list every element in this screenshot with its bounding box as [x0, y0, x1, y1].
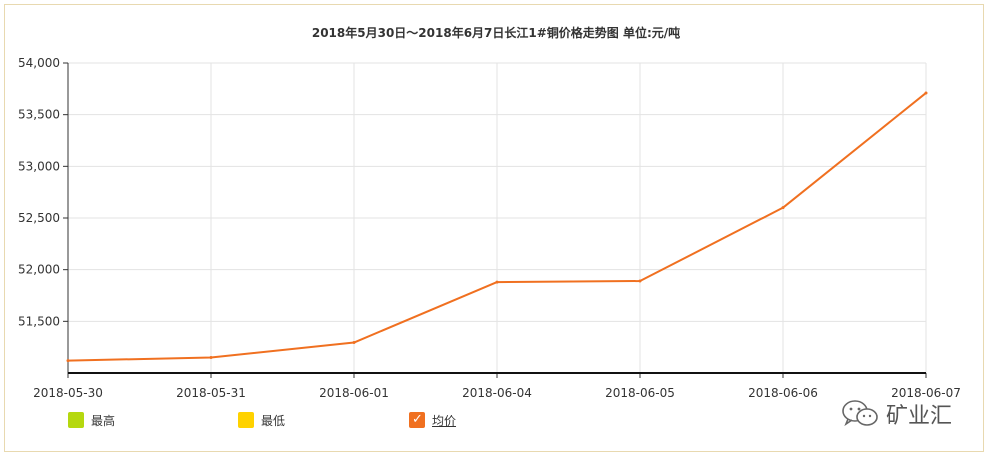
legend-item-avg[interactable]: ✓ 均价 — [409, 410, 456, 430]
wechat-icon — [842, 400, 878, 427]
watermark-text: 矿业汇 — [886, 404, 953, 429]
grid — [68, 62, 927, 373]
data-point — [66, 359, 70, 363]
legend-swatch-high — [68, 412, 84, 428]
legend-label-avg: 均价 — [432, 413, 457, 428]
tick-labels: 51,500 52,000 52,500 53,000 53,500 54,000 2018… — [18, 56, 961, 400]
chart-title: 2018年5月30日～2018年6月7日长江1#铜价格走势图 单位:元/吨 — [312, 25, 680, 40]
x-tick-label: 2018-06-01 — [319, 386, 389, 400]
legend-label-low: 最低 — [261, 413, 286, 428]
x-tick-label: 2018-06-07 — [891, 386, 961, 400]
x-tick-label: 2018-05-30 — [33, 386, 103, 400]
data-point — [638, 279, 642, 283]
check-icon: ✓ — [412, 412, 423, 427]
legend-swatch-low — [238, 412, 254, 428]
y-tick-label: 51,500 — [18, 314, 60, 328]
chart-frame — [4, 4, 984, 452]
y-tick-label: 52,000 — [18, 263, 60, 277]
x-tick-label: 2018-06-04 — [462, 386, 532, 400]
watermark: 矿业汇 — [840, 398, 952, 430]
data-point — [352, 341, 356, 345]
x-tick-label: 2018-06-06 — [748, 386, 818, 400]
axes — [63, 62, 927, 378]
data-point — [209, 356, 213, 359]
y-tick-label: 52,500 — [18, 211, 60, 225]
y-tick-label: 53,000 — [18, 159, 60, 173]
series-layer[interactable] — [66, 91, 928, 363]
data-point — [924, 91, 928, 95]
legend-item-high[interactable]: 最高 — [68, 410, 115, 430]
legend-label-high: 最高 — [91, 413, 116, 428]
y-tick-label: 53,500 — [18, 108, 60, 122]
y-tick-label: 54,000 — [18, 56, 60, 70]
data-point — [781, 206, 785, 210]
x-tick-label: 2018-06-05 — [605, 386, 675, 400]
legend-swatch-avg: ✓ — [409, 412, 425, 428]
legend-item-low[interactable]: 最低 — [238, 410, 285, 430]
x-tick-label: 2018-05-31 — [176, 386, 246, 400]
data-point — [495, 280, 499, 284]
